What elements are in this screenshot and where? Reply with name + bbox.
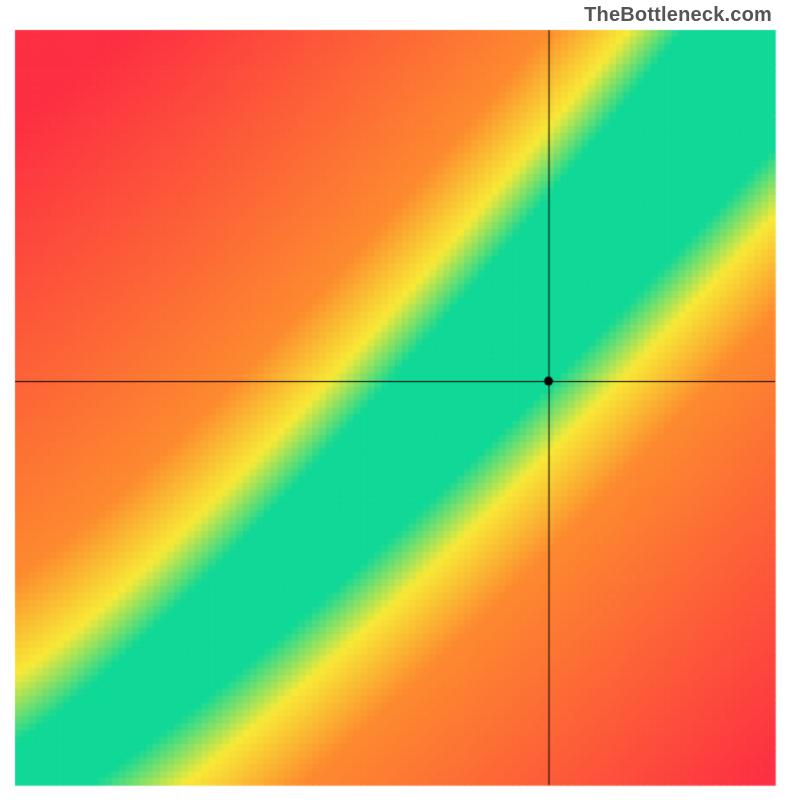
- watermark-text: TheBottleneck.com: [584, 4, 772, 27]
- heatmap-canvas: [0, 0, 800, 800]
- chart-container: TheBottleneck.com: [0, 0, 800, 800]
